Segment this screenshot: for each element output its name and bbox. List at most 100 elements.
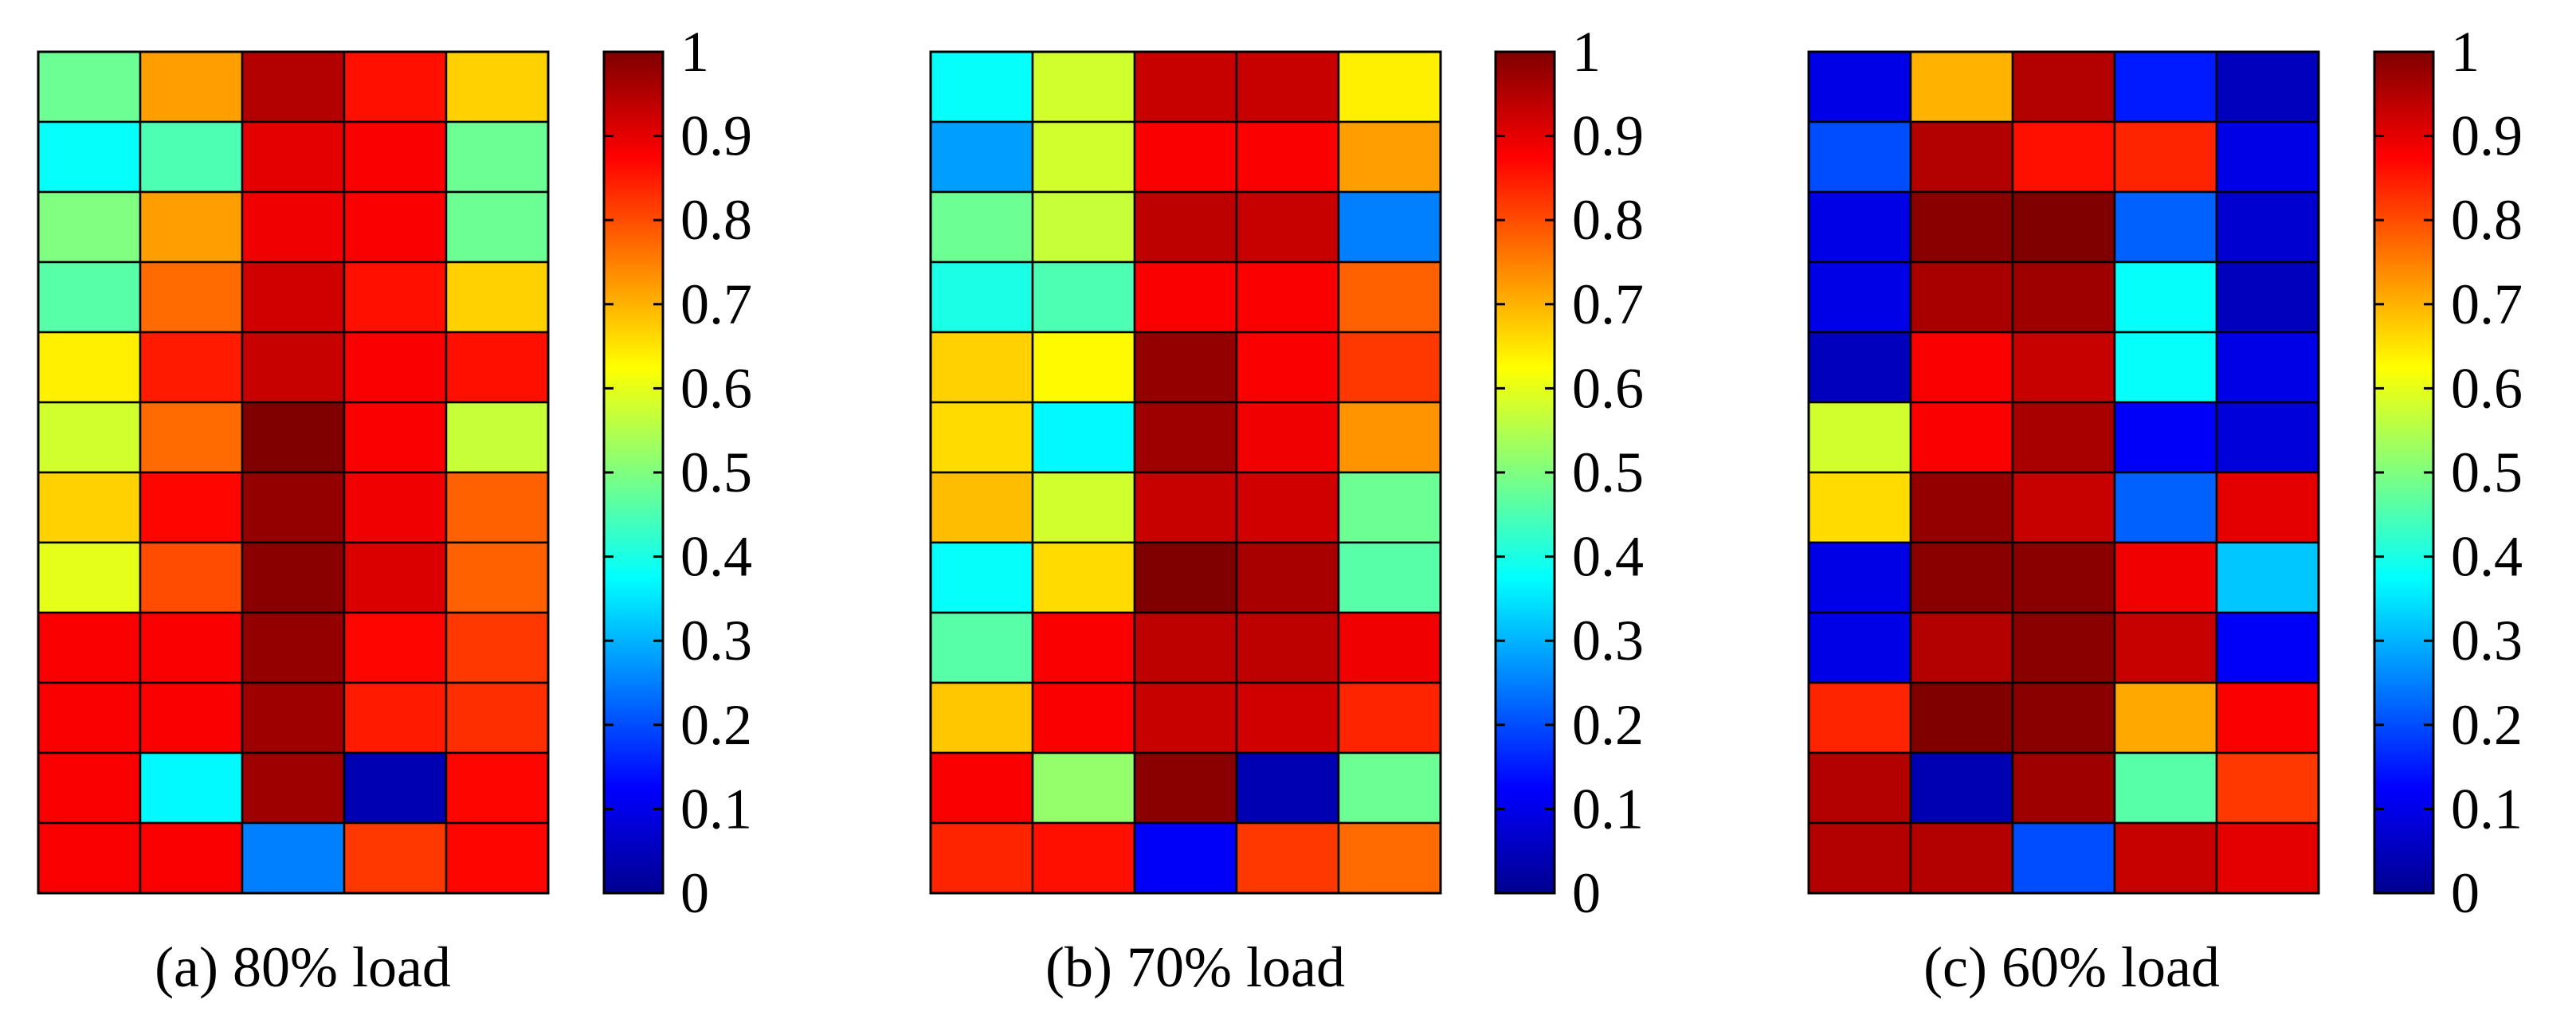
colorbar-ticks-c: 0 0.1 0.2 0.3 0.4 0.5 0.6 0.7 0.8 0.9 1	[2374, 20, 2523, 925]
cell-b-r3-c2	[1031, 190, 1136, 264]
cell-c-r7-c2	[1909, 471, 2014, 544]
cell-a-r9-c1	[37, 611, 142, 684]
cell-c-r2-c1	[1807, 120, 1912, 194]
cell-b-r5-c1	[929, 331, 1034, 404]
colorbar-tick-label-c-1: 0.1	[2451, 777, 2523, 841]
cell-a-r11-c1	[37, 751, 142, 825]
cell-b-r9-c1	[929, 611, 1034, 684]
cell-a-r4-c2	[139, 261, 244, 334]
cell-b-r1-c1	[929, 50, 1034, 123]
cell-c-r2-c3	[2011, 120, 2116, 194]
colorbar-tick-label-c-9: 0.9	[2451, 104, 2523, 168]
cell-c-r5-c1	[1807, 331, 1912, 404]
cell-c-r3-c4	[2113, 190, 2218, 264]
cell-b-r4-c1	[929, 261, 1034, 334]
colorbar-tick-label-b-2: 0.2	[1572, 693, 1644, 757]
colorbar-ticks-b: 0 0.1 0.2 0.3 0.4 0.5 0.6 0.7 0.8 0.9 1	[1496, 20, 1644, 925]
cell-c-r6-c5	[2215, 401, 2320, 474]
cell-c-r3-c3	[2011, 190, 2116, 264]
cell-b-r4-c3	[1133, 261, 1238, 334]
colorbar-tick-label-a-4: 0.4	[680, 525, 752, 589]
colorbar-tick-label-c-7: 0.7	[2451, 272, 2523, 336]
cell-b-r10-c2	[1031, 681, 1136, 755]
cell-b-r12-c3	[1133, 821, 1238, 895]
cell-b-r10-c4	[1235, 681, 1340, 755]
cell-a-r6-c4	[343, 401, 448, 474]
cell-c-r10-c3	[2011, 681, 2116, 755]
cell-c-r7-c4	[2113, 471, 2218, 544]
cell-b-r10-c3	[1133, 681, 1238, 755]
cell-b-r4-c2	[1031, 261, 1136, 334]
colorbar-tick-label-c-6: 0.6	[2451, 356, 2523, 420]
cell-b-r2-c1	[929, 120, 1034, 194]
cell-b-r5-c2	[1031, 331, 1136, 404]
colorbar-tick-label-a-5: 0.5	[680, 441, 752, 504]
cell-c-r11-c5	[2215, 751, 2320, 825]
cell-c-r10-c2	[1909, 681, 2014, 755]
cell-c-r9-c4	[2113, 611, 2218, 684]
cell-a-r12-c5	[445, 821, 550, 895]
colorbar-tick-label-b-3: 0.3	[1572, 609, 1644, 672]
heatmap-frame-b	[929, 50, 1442, 895]
colorbar-tick-label-b-6: 0.6	[1572, 356, 1644, 420]
colorbar-tick-label-c-4: 0.4	[2451, 525, 2523, 589]
cell-a-r6-c2	[139, 401, 244, 474]
cell-b-r6-c5	[1337, 401, 1442, 474]
cell-b-r10-c5	[1337, 681, 1442, 755]
cell-c-r3-c2	[1909, 190, 2014, 264]
cell-c-r1-c4	[2113, 50, 2218, 123]
cell-b-r3-c1	[929, 190, 1034, 264]
cell-a-r5-c5	[445, 331, 550, 404]
cell-a-r10-c3	[241, 681, 346, 755]
colorbar-tick-label-a-2: 0.2	[680, 693, 752, 757]
heatmap-c	[1807, 50, 2320, 895]
cell-a-r1-c3	[241, 50, 346, 123]
heatmap-b	[929, 50, 1442, 895]
cell-b-r11-c4	[1235, 751, 1340, 825]
cell-b-r3-c5	[1337, 190, 1442, 264]
cell-a-r1-c5	[445, 50, 550, 123]
cell-a-r9-c3	[241, 611, 346, 684]
cell-c-r12-c5	[2215, 821, 2320, 895]
cell-a-r3-c1	[37, 190, 142, 264]
cell-b-r4-c5	[1337, 261, 1442, 334]
cell-c-r8-c3	[2011, 541, 2116, 614]
cell-c-r10-c5	[2215, 681, 2320, 755]
colorbar-tick-label-c-10: 1	[2451, 20, 2480, 84]
heatmap-frame-a	[37, 50, 550, 895]
cell-c-r8-c5	[2215, 541, 2320, 614]
cell-b-r2-c4	[1235, 120, 1340, 194]
colorbar-tick-label-c-8: 0.8	[2451, 188, 2523, 252]
cell-b-r11-c2	[1031, 751, 1136, 825]
cell-b-r12-c5	[1337, 821, 1442, 895]
cell-c-r9-c3	[2011, 611, 2116, 684]
colorbar-tick-label-a-6: 0.6	[680, 356, 752, 420]
cell-b-r4-c4	[1235, 261, 1340, 334]
colorbar-tick-label-c-5: 0.5	[2451, 441, 2523, 504]
cell-c-r12-c1	[1807, 821, 1912, 895]
cell-b-r2-c5	[1337, 120, 1442, 194]
cell-c-r4-c1	[1807, 261, 1912, 334]
cell-a-r9-c4	[343, 611, 448, 684]
cell-c-r11-c4	[2113, 751, 2218, 825]
colorbar-tick-label-c-3: 0.3	[2451, 609, 2523, 672]
cell-a-r5-c3	[241, 331, 346, 404]
cell-b-r8-c4	[1235, 541, 1340, 614]
cell-a-r3-c4	[343, 190, 448, 264]
cell-b-r8-c1	[929, 541, 1034, 614]
cell-a-r9-c2	[139, 611, 244, 684]
heatmap-a	[37, 50, 550, 895]
cell-b-r3-c4	[1235, 190, 1340, 264]
cell-a-r5-c4	[343, 331, 448, 404]
colorbar-ticks-a: 0 0.1 0.2 0.3 0.4 0.5 0.6 0.7 0.8 0.9 1	[604, 20, 752, 925]
cell-a-r4-c4	[343, 261, 448, 334]
cell-c-r10-c1	[1807, 681, 1912, 755]
cell-b-r1-c2	[1031, 50, 1136, 123]
caption-b: (b) 70% load	[1045, 935, 1345, 999]
cell-a-r6-c3	[241, 401, 346, 474]
cell-b-r7-c3	[1133, 471, 1238, 544]
cell-a-r7-c1	[37, 471, 142, 544]
colorbar-tick-label-a-7: 0.7	[680, 272, 752, 336]
cell-c-r6-c4	[2113, 401, 2218, 474]
